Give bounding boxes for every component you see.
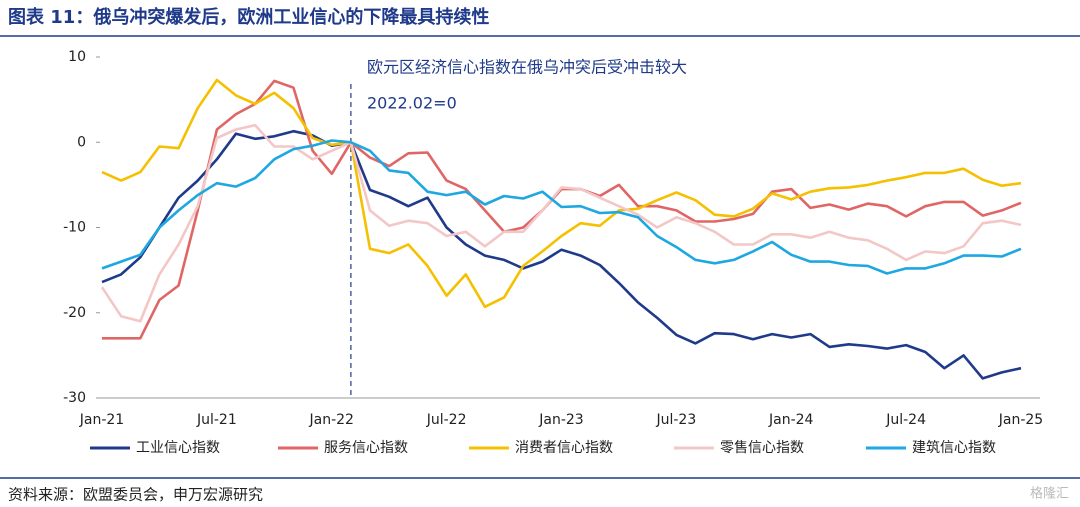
annotation-sub: 2022.02=0 bbox=[367, 94, 457, 113]
y-tick-label: 10 bbox=[68, 49, 86, 65]
x-tick-label: Jan-23 bbox=[538, 412, 583, 428]
watermark: 格隆汇 bbox=[1030, 486, 1069, 502]
x-tick-label: Jan-22 bbox=[309, 412, 354, 428]
legend-label: 工业信心指数 bbox=[136, 440, 220, 456]
series-line bbox=[101, 78, 1022, 309]
y-tick-label: 0 bbox=[77, 134, 86, 150]
series-line bbox=[101, 129, 1022, 380]
x-tick-label: Jan-25 bbox=[998, 412, 1043, 428]
series-line bbox=[100, 123, 1022, 323]
y-tick-label: -20 bbox=[63, 305, 86, 321]
annotation: 欧元区经济信心指数在俄乌冲突后受冲击较大 bbox=[367, 58, 687, 77]
chart-title: 图表 11：俄乌冲突爆发后，欧洲工业信心的下降最具持续性 bbox=[8, 6, 489, 28]
x-tick-label: Jul-22 bbox=[426, 412, 467, 428]
x-tick-label: Jan-24 bbox=[768, 412, 814, 428]
x-tick-label: Jul-21 bbox=[196, 412, 237, 428]
legend-label: 消费者信心指数 bbox=[515, 440, 613, 456]
source: 资料来源：欧盟委员会，申万宏源研究 bbox=[8, 486, 263, 504]
legend-label: 建筑信心指数 bbox=[912, 440, 996, 456]
series-line bbox=[102, 79, 1022, 340]
series-line bbox=[101, 139, 1022, 275]
x-tick-label: Jul-24 bbox=[885, 412, 926, 428]
y-tick-label: -10 bbox=[63, 220, 86, 236]
legend-label: 服务信心指数 bbox=[324, 440, 408, 456]
y-tick-label: -30 bbox=[63, 390, 86, 406]
x-tick-label: Jan-21 bbox=[79, 412, 124, 428]
x-tick-label: Jul-23 bbox=[655, 412, 696, 428]
legend-label: 零售信心指数 bbox=[720, 440, 804, 456]
